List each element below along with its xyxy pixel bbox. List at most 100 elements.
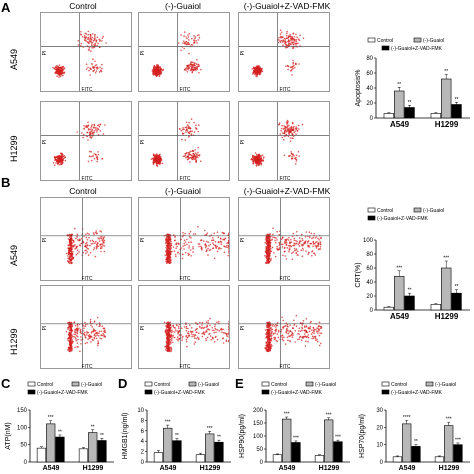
E2-sig-1-1: *** <box>446 417 452 423</box>
flow-plot-a-r0-c1: FITC PI <box>138 12 230 92</box>
D-legend-label-0: Control <box>154 382 170 388</box>
flow-plot-b-r1-c2-ylabel: PI <box>240 326 246 331</box>
flow-plot-a-r1-c0-ylabel: PI <box>42 140 48 145</box>
A-sig-1-2: ** <box>455 97 459 103</box>
flow-plot-a-r1-c0-canvas: FITC PI <box>41 102 131 180</box>
E2-sig-0-2: ** <box>414 439 418 445</box>
B-bar-0-2 <box>404 295 415 311</box>
A-bar-1-0 <box>430 113 442 119</box>
panel-label-e: E <box>235 376 244 391</box>
col-title-combo-a: (-)-Guaiol+Z-VAD-FMK <box>243 1 331 11</box>
E2-ytick-label-2: 20 <box>376 425 383 431</box>
C-legend-swatch-1 <box>71 381 80 387</box>
E2-bar-0-2 <box>411 446 421 463</box>
A-legend-swatch-0 <box>367 37 376 43</box>
flow-plot-b-r0-c0: FITC PI <box>40 197 132 281</box>
A-legend-label-0: Control <box>377 38 393 44</box>
flow-plot-b-r1-c1-xlabel: FITC <box>179 364 190 369</box>
E1-legend-swatch-1 <box>305 381 314 387</box>
E2-legend-label-2: (-)-Guaiol+Z-VAD-FMK <box>391 390 443 396</box>
flow-plot-a-r0-c2-canvas: FITC PI <box>239 13 329 92</box>
flow-plot-a-r0-c1-xlabel: FITC <box>179 87 190 92</box>
col-title-guaiol-a: (-)-Guaiol <box>165 1 201 11</box>
A-ytick-label-0: 0 <box>370 116 374 122</box>
C-category-0: A549 <box>43 465 60 472</box>
D-ytick-label-3: 6 <box>141 429 145 435</box>
flow-plot-b-r1-c0-xlabel: FITC <box>81 364 92 369</box>
B-legend-swatch-2 <box>367 215 376 221</box>
D-ytick-label-5: 10 <box>137 408 144 414</box>
C-bar-1-2 <box>97 440 107 463</box>
B-ytick-label-3: 60 <box>366 266 373 272</box>
col-title-combo-b: (-)-Guaiol+Z-VAD-FMK <box>243 186 331 196</box>
row-label-h1299-b: H1299 <box>9 328 19 355</box>
E2-sig-1-2: *** <box>455 437 461 443</box>
flow-plot-b-r0-c1-xlabel: FITC <box>179 276 190 281</box>
flow-plot-a-r0-c2-xlabel: FITC <box>279 87 290 92</box>
C-sig-1-1: ** <box>91 424 95 430</box>
C-legend-label-0: Control <box>37 382 53 388</box>
C-bar-1-0 <box>78 448 89 463</box>
col-title-control-b: Control <box>69 186 97 196</box>
E2-category-0: A549 <box>399 465 416 472</box>
E1-ytick-label-1: 50 <box>256 447 263 453</box>
A-category-1: H1299 <box>435 120 459 129</box>
flow-plot-a-r0-c2: FITC PI <box>238 12 330 92</box>
C-category-1: H1299 <box>83 465 104 472</box>
crt-bar-chart: Control (-)-Guaiol (-)-Guaiol+Z-VAD-FMK 0 20… <box>355 207 470 321</box>
flow-plot-a-r0-c2-ylabel: PI <box>240 51 246 56</box>
flow-plot-b-r1-c0-ylabel: PI <box>42 326 48 331</box>
E1-bar-1-2 <box>333 441 343 463</box>
flow-plot-b-r0-c0-canvas: FITC PI <box>41 198 131 281</box>
D-bar-1-0 <box>195 454 206 463</box>
A-sig-1-1: ** <box>444 69 448 75</box>
E2-bar-0-0 <box>392 456 403 463</box>
D-ytick-label-2: 4 <box>141 439 145 445</box>
flow-plot-a-r0-c0-ylabel: PI <box>42 51 48 56</box>
D-legend-swatch-1 <box>188 381 197 387</box>
E1-category-0: A549 <box>279 465 296 472</box>
B-bar-1-1 <box>441 267 452 311</box>
D-bar-0-1 <box>163 427 173 463</box>
hsp70-bar-chart: Control (-)-Guaiol (-)-Guaiol+Z-VAD-FMK 0 10… <box>359 381 470 472</box>
B-bar-1-2 <box>451 292 462 311</box>
C-ytick-label-3: 150 <box>17 408 28 414</box>
flow-plot-a-r0-c0-canvas: FITC PI <box>41 13 131 91</box>
flow-plot-b-r1-c2-canvas: FITC PI <box>239 286 329 368</box>
B-legend-label-2: (-)-Guaiol+Z-VAD-FMK <box>377 216 429 222</box>
A-bar-0-0 <box>383 113 395 119</box>
B-legend-swatch-0 <box>367 207 376 213</box>
flow-plot-a-r1-c1-canvas: FITC PI <box>139 102 229 180</box>
A-legend: Control (-)-Guaiol (-)-Guaiol+Z-VAD-FMK <box>367 37 444 52</box>
B-legend-swatch-1 <box>413 207 422 213</box>
flow-plot-a-r1-c2-xlabel: FITC <box>279 176 290 181</box>
C-ytick-label-1: 50 <box>20 443 27 449</box>
E2-legend-swatch-1 <box>425 381 434 387</box>
panel-label-b: B <box>1 175 11 190</box>
flow-plot-b-r0-c2-canvas: FITC PI <box>239 198 329 280</box>
D-category-1: H1299 <box>200 465 221 472</box>
B-bar-0-0 <box>383 306 395 311</box>
A-ytick-label-3: 60 <box>366 71 373 77</box>
E1-legend-label-2: (-)-Guaiol+Z-VAD-FMK <box>271 390 323 396</box>
C-legend-label-2: (-)-Guaiol+Z-VAD-FMK <box>37 390 89 396</box>
flow-plot-a-r1-c1-ylabel: PI <box>140 140 146 145</box>
E1-ytick-label-4: 200 <box>253 408 264 414</box>
hsp90-bar-chart: Control (-)-Guaiol (-)-Guaiol+Z-VAD-FMK 0 50… <box>239 381 350 472</box>
D-category-0: A549 <box>160 465 177 472</box>
D-sig-1-2: ** <box>217 435 221 441</box>
flow-plot-b-r0-c0-xlabel: FITC <box>81 276 92 281</box>
flow-plot-b-r1-c1: FITC PI <box>138 285 230 369</box>
B-category-1: H1299 <box>435 312 459 321</box>
E2-bar-1-0 <box>434 456 445 463</box>
A-ytick-label-4: 80 <box>366 56 373 62</box>
E2-bar-1-1 <box>444 425 454 463</box>
C-bar-0-1 <box>46 423 56 463</box>
B-sig-1-1: *** <box>443 256 449 262</box>
E2-legend-label-0: Control <box>391 382 407 388</box>
flow-plot-b-r0-c1-canvas: FITC PI <box>139 198 229 281</box>
D-bar-0-0 <box>153 452 164 463</box>
flow-plot-a-r0-c1-canvas: FITC PI <box>139 13 229 92</box>
B-sig-0-2: ** <box>408 288 412 294</box>
E1-sig-1-1: *** <box>326 412 332 418</box>
